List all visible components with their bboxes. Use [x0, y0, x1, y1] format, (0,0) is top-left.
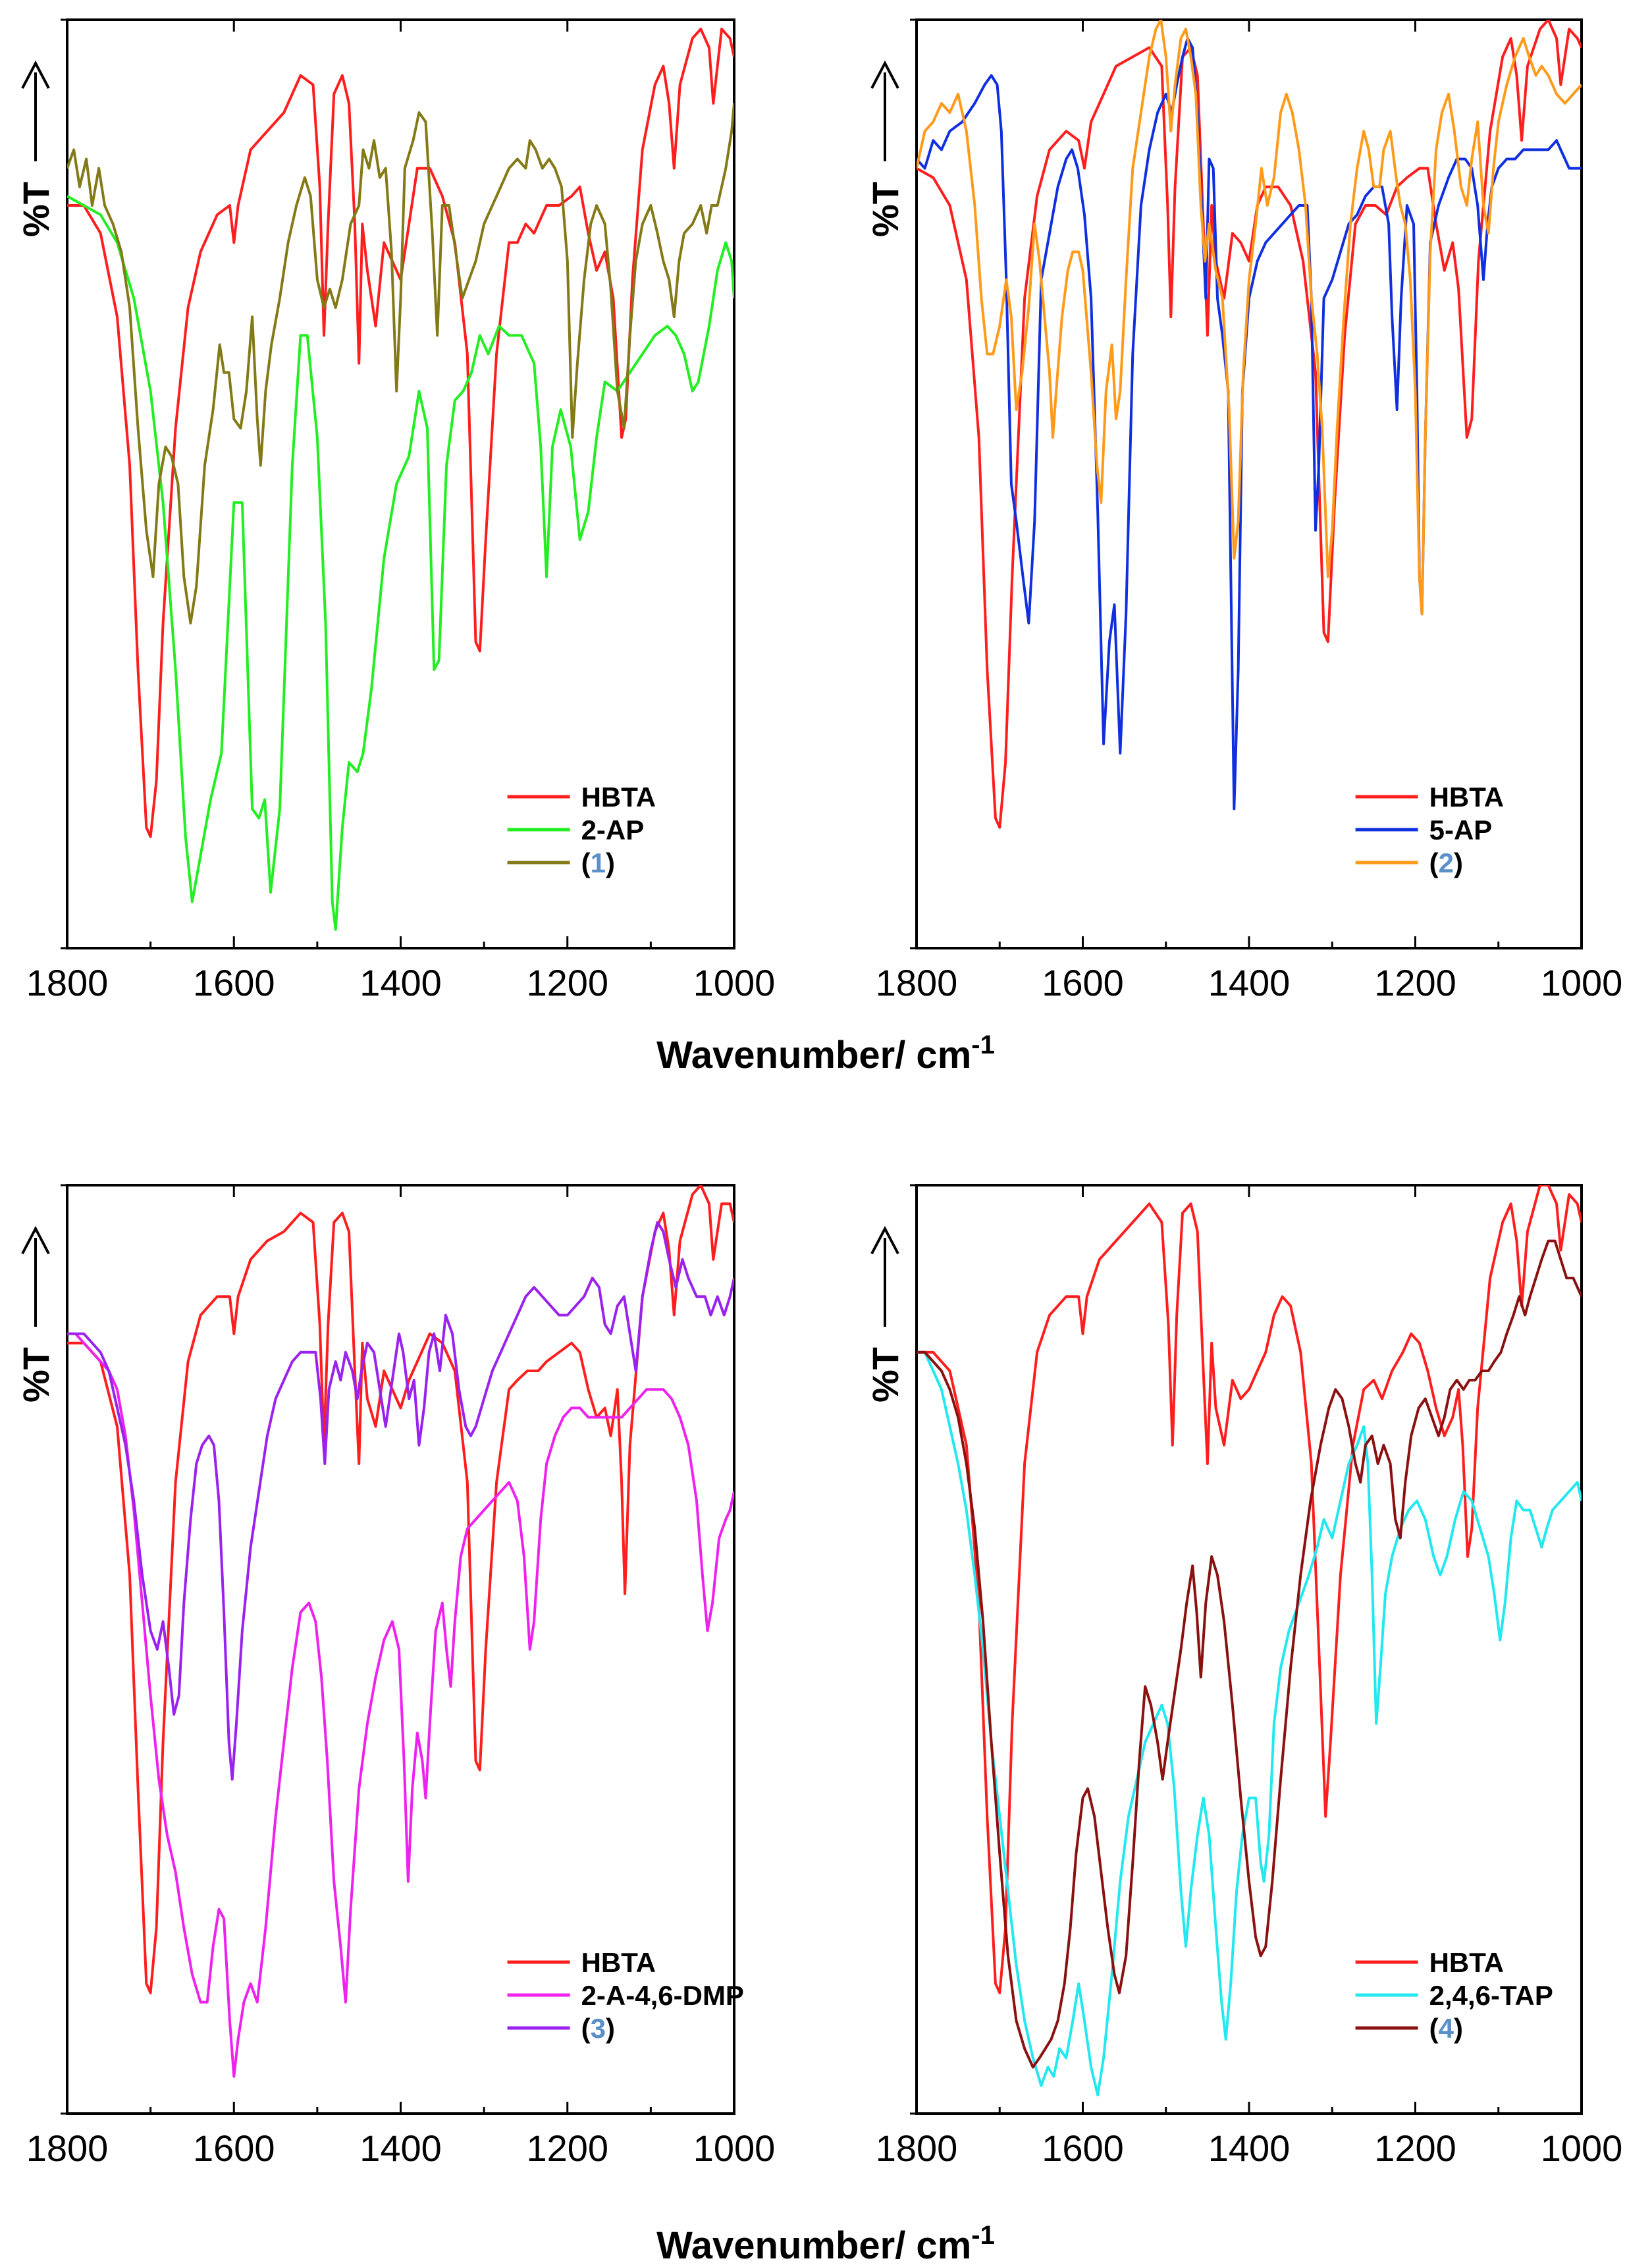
legend-paren-open: (	[581, 2013, 591, 2044]
x-tick-label: 1800	[26, 962, 109, 1003]
legend-label: (3)	[581, 2013, 615, 2044]
legend-number: 4	[1439, 2013, 1454, 2044]
series-line-0	[917, 20, 1582, 829]
series-line-2	[67, 1221, 734, 1781]
x-axis-label-bottom: Wavenumber/ cm-1	[656, 2221, 995, 2267]
x-tick-label: 1000	[1541, 2127, 1623, 2169]
x-tick-label: 1600	[1042, 2127, 1124, 2169]
legend-number: 2	[1439, 847, 1454, 878]
x-tick-label: 1600	[193, 962, 275, 1003]
legend-paren-close: )	[606, 2013, 615, 2044]
x-tick-label: 1200	[526, 2127, 608, 2169]
series-line-2	[67, 103, 734, 625]
series-line-0	[917, 1185, 1582, 1994]
x-tick-label: 1000	[693, 962, 776, 1003]
series-line-1	[917, 37, 1582, 811]
x-tick-label: 1400	[360, 2127, 442, 2169]
x-tick-label: 1400	[1208, 962, 1291, 1003]
y-axis-label: %T	[15, 1347, 57, 1402]
legend-label: (4)	[1429, 2013, 1463, 2044]
legend-label: HBTA	[1429, 1947, 1505, 1978]
x-axis-label-top: Wavenumber/ cm-1	[656, 1030, 995, 1077]
legend-label: (2)	[1429, 847, 1463, 878]
legend-paren-open: (	[581, 847, 591, 878]
x-tick-label: 1200	[1374, 962, 1456, 1003]
legend-paren-open: (	[1429, 2013, 1439, 2044]
x-tick-label: 1600	[1042, 962, 1124, 1003]
series-line-1	[67, 1332, 734, 2078]
series-line-1	[917, 1350, 1582, 2096]
legend-label: 2,4,6-TAP	[1429, 1980, 1553, 2011]
legend-paren-close: )	[1454, 847, 1463, 878]
up-arrow-icon	[21, 1225, 50, 1254]
legend-label: HBTA	[581, 1947, 656, 1978]
x-tick-label: 1800	[876, 2127, 958, 2169]
x-tick-label: 1200	[1374, 2127, 1456, 2169]
legend-label: HBTA	[1429, 782, 1505, 813]
x-tick-label: 1600	[193, 2127, 275, 2169]
legend-paren-open: (	[1429, 847, 1439, 878]
up-arrow-icon	[21, 60, 50, 89]
x-tick-label: 1000	[1541, 962, 1623, 1003]
x-tick-label: 1400	[360, 962, 442, 1003]
legend-number: 1	[591, 847, 606, 878]
y-axis-label: %T	[865, 182, 906, 237]
legend-label: (1)	[581, 847, 615, 878]
legend-label: HBTA	[581, 782, 656, 813]
series-line-0	[67, 1185, 734, 1994]
up-arrow-icon	[870, 1225, 899, 1254]
series-line-2	[917, 20, 1582, 616]
series-line-1	[67, 195, 734, 931]
x-tick-label: 1800	[876, 962, 958, 1003]
series-line-0	[67, 28, 734, 838]
x-tick-label: 1000	[693, 2127, 776, 2169]
x-tick-label: 1400	[1208, 2127, 1291, 2169]
legend-label: 2-A-4,6-DMP	[581, 1980, 744, 2011]
up-arrow-icon	[870, 60, 899, 89]
legend-paren-close: )	[1454, 2013, 1463, 2044]
x-tick-label: 1200	[526, 962, 608, 1003]
y-axis-label: %T	[15, 182, 57, 237]
legend-label: 5-AP	[1429, 814, 1493, 845]
y-axis-label: %T	[865, 1347, 906, 1402]
legend-paren-close: )	[606, 847, 615, 878]
legend-number: 3	[591, 2013, 606, 2044]
x-tick-label: 1800	[26, 2127, 109, 2169]
series-line-2	[917, 1239, 1582, 2069]
legend-label: 2-AP	[581, 814, 645, 845]
